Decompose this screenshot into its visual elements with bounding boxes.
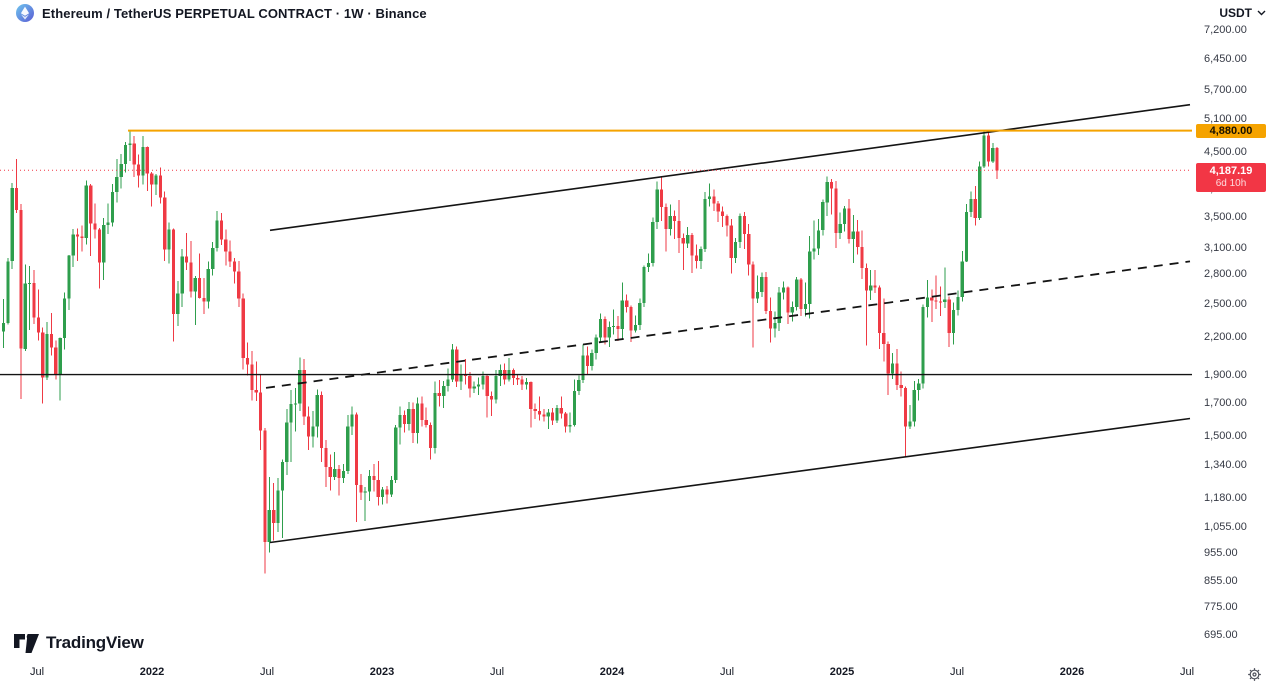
time-tick-label: Jul	[259, 666, 275, 678]
currency-selector[interactable]: USDT	[1219, 6, 1266, 20]
current-price-label: 4,187.19 6d 10h	[1196, 163, 1266, 193]
ath-price-label: 4,880.00	[1196, 123, 1266, 138]
price-tick-label: 1,700.00	[1204, 397, 1247, 410]
time-tick-label: Jul	[489, 666, 505, 678]
price-tick-label: 3,500.00	[1204, 210, 1247, 223]
time-tick-label: 2026	[1059, 666, 1085, 678]
price-tick-label: 775.00	[1204, 600, 1238, 613]
candles-series	[1, 130, 999, 574]
price-tick-label: 7,200.00	[1204, 24, 1247, 36]
tradingview-logo-icon	[14, 633, 39, 653]
price-tick-label: 1,500.00	[1204, 429, 1247, 442]
time-tick-label: 2023	[369, 666, 395, 678]
tradingview-logo[interactable]: TradingView	[14, 633, 144, 653]
price-tick-label: 5,100.00	[1204, 113, 1247, 126]
price-tick-label: 1,340.00	[1204, 459, 1247, 471]
time-tick-label: Jul	[1179, 666, 1195, 678]
price-tick-label: 1,055.00	[1204, 520, 1247, 533]
price-tick-label: 4,500.00	[1204, 145, 1247, 158]
tradingview-logo-text: TradingView	[46, 633, 144, 652]
chart-header: Ethereum / TetherUS PERPETUAL CONTRACT ·…	[16, 4, 427, 22]
price-tick-label: 2,500.00	[1204, 297, 1247, 310]
price-tick-label: 5,700.00	[1204, 84, 1247, 97]
price-tick-label: 695.00	[1204, 628, 1238, 641]
symbol-title: Ethereum / TetherUS PERPETUAL CONTRACT ·…	[42, 5, 427, 21]
price-tick-label: 3,100.00	[1204, 242, 1247, 254]
price-tick-label: 6,450.00	[1204, 52, 1247, 65]
price-tick-label: 1,180.00	[1204, 491, 1247, 504]
current-price-value: 4,187.19	[1209, 165, 1253, 178]
price-tick-label: 1,900.00	[1204, 368, 1247, 381]
channel-upper-trendline[interactable]	[269, 103, 1191, 232]
price-tick-label: 955.00	[1204, 546, 1238, 559]
time-tick-label: 2022	[139, 666, 165, 678]
chevron-down-icon	[1257, 10, 1266, 16]
ethereum-logo-icon	[16, 4, 34, 22]
price-tick-label: 855.00	[1204, 575, 1238, 588]
channel-mid-dashed-trendline[interactable]	[265, 260, 1191, 389]
time-tick-label: Jul	[949, 666, 965, 678]
time-tick-label: 2024	[599, 666, 625, 678]
price-tick-label: 2,800.00	[1204, 268, 1247, 281]
gear-settings-icon[interactable]	[1247, 667, 1262, 682]
bar-countdown: 6d 10h	[1215, 178, 1247, 190]
price-tick-label: 2,200.00	[1204, 330, 1247, 343]
time-tick-label: Jul	[719, 666, 735, 678]
currency-selector-label: USDT	[1219, 6, 1252, 20]
time-tick-label: Jul	[29, 666, 45, 678]
channel-lower-trendline[interactable]	[269, 417, 1191, 544]
time-tick-label: 2025	[829, 666, 855, 678]
